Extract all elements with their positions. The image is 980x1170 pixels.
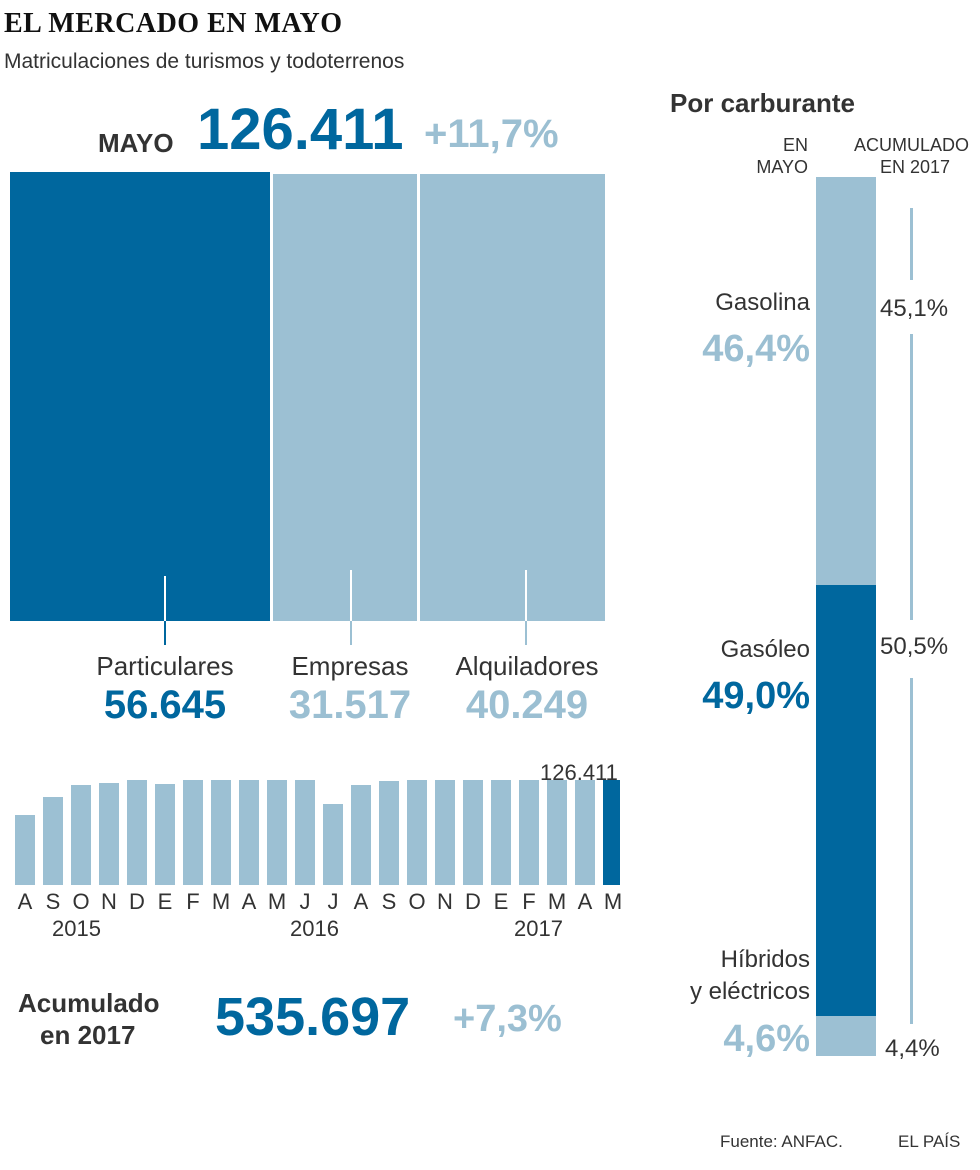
- fuel-hibridos-acc: 4,4%: [885, 1035, 940, 1062]
- may-total: 126.411: [197, 97, 404, 162]
- chart-title: EL MERCADO EN MAYO: [4, 8, 343, 39]
- month-bar: [435, 780, 455, 885]
- month-tick-label: E: [157, 889, 173, 914]
- month-bar: [575, 780, 595, 885]
- month-tick-label: A: [353, 889, 369, 914]
- month-bar: [211, 780, 231, 885]
- month-tick-label: M: [211, 889, 231, 914]
- fuel-hibridos-may: 4,6%: [723, 1018, 810, 1060]
- segment-alquiladores-value: 40.249: [465, 683, 589, 727]
- particulares-tick-outer: [164, 621, 166, 645]
- col-may-header-1: EN: [782, 135, 808, 155]
- fuel-hibridos-label-2: y eléctricos: [689, 978, 810, 1005]
- month-bar: [43, 797, 63, 885]
- month-bar: [603, 780, 620, 885]
- month-tick-label: F: [522, 889, 536, 914]
- month-tick-label: J: [327, 889, 339, 914]
- month-bar: [547, 780, 567, 885]
- fuel-bar-hibridos: [816, 1016, 876, 1056]
- fuel-hibridos-label-1: Híbridos: [720, 946, 810, 973]
- month-tick-label: J: [299, 889, 311, 914]
- month-bar: [351, 785, 371, 885]
- alquiladores-tick-outer: [525, 621, 527, 645]
- month-tick-label: M: [267, 889, 287, 914]
- segment-particulares-value: 56.645: [103, 683, 227, 727]
- month-bar: [183, 780, 203, 885]
- col-may-header-2: MAYO: [756, 157, 808, 177]
- month-bar: [127, 780, 147, 885]
- year-2015-label: 2015: [52, 916, 101, 941]
- segment-alquiladores-bar: [420, 174, 605, 621]
- fuel-gasolina-may: 46,4%: [702, 328, 810, 370]
- may-label: MAYO: [98, 128, 174, 158]
- month-tick-label: S: [45, 889, 61, 914]
- acc-line-3: [910, 678, 913, 1024]
- accum-change: +7,3%: [453, 998, 562, 1040]
- segment-alquiladores-label: Alquiladores: [455, 651, 599, 681]
- month-bar: [267, 780, 287, 885]
- empresas-tick-outer: [350, 621, 352, 645]
- month-tick-label: A: [241, 889, 257, 914]
- footer-brand: EL PAÍS: [898, 1132, 961, 1151]
- segment-empresas-label: Empresas: [291, 651, 409, 681]
- month-tick-label: O: [408, 889, 426, 914]
- month-bar: [71, 785, 91, 885]
- month-bar: [491, 780, 511, 885]
- month-tick-label: O: [72, 889, 90, 914]
- fuel-gasolina-label: Gasolina: [715, 289, 810, 316]
- month-tick-label: M: [603, 889, 623, 914]
- month-bar: [407, 780, 427, 885]
- alquiladores-tick-inner: [525, 570, 527, 621]
- month-tick-label: S: [381, 889, 397, 914]
- month-bar: [323, 804, 343, 885]
- col-acc-header-2: EN 2017: [880, 157, 951, 177]
- month-bar: [463, 780, 483, 885]
- month-tick-label: N: [101, 889, 117, 914]
- col-acc-header-1: ACUMULADO: [854, 135, 970, 155]
- fuel-title: Por carburante: [670, 88, 855, 118]
- month-bar: [155, 784, 175, 885]
- segment-empresas-bar: [273, 174, 417, 621]
- month-tick-label: A: [577, 889, 593, 914]
- footer-source: Fuente: ANFAC.: [720, 1132, 843, 1151]
- month-tick-label: M: [547, 889, 567, 914]
- month-tick-label: F: [186, 889, 200, 914]
- month-bar: [379, 781, 399, 885]
- fuel-bar-gasolina: [816, 177, 876, 585]
- month-bar: [15, 815, 35, 885]
- may-change: +11,7%: [424, 112, 559, 156]
- accum-label-2: en 2017: [40, 1020, 136, 1050]
- month-tick-label: E: [493, 889, 509, 914]
- segment-particulares-label: Particulares: [96, 651, 234, 681]
- fuel-bar-gasoleo: [816, 585, 876, 1016]
- col-acc-header: ACUMULADO EN 2017: [854, 134, 969, 178]
- month-tick-label: N: [437, 889, 453, 914]
- year-2017-label: 2017: [514, 916, 563, 941]
- year-2016-label: 2016: [290, 916, 339, 941]
- acc-line-1: [910, 208, 913, 280]
- fuel-gasoleo-may: 49,0%: [702, 675, 810, 717]
- fuel-gasoleo-acc: 50,5%: [880, 633, 949, 660]
- chart-subtitle: Matriculaciones de turismos y todoterren…: [4, 50, 405, 73]
- empresas-tick-inner: [350, 570, 352, 621]
- month-bar: [519, 780, 539, 885]
- fuel-gasolina-acc: 45,1%: [880, 295, 949, 322]
- month-bar: [295, 780, 315, 885]
- particulares-tick-inner: [164, 576, 166, 621]
- month-tick-label: D: [465, 889, 481, 914]
- month-tick-label: D: [129, 889, 145, 914]
- accum-label-1: Acumulado: [18, 988, 160, 1018]
- accum-total: 535.697: [215, 987, 411, 1047]
- month-tick-label: A: [17, 889, 33, 914]
- segment-particulares-bar: [10, 172, 270, 621]
- month-bar: [99, 783, 119, 885]
- acc-line-2: [910, 334, 913, 620]
- month-bar: [239, 780, 259, 885]
- monthly-bar-chart: [15, 780, 620, 885]
- col-may-header: EN MAYO: [740, 134, 808, 178]
- segment-empresas-value: 31.517: [288, 683, 412, 727]
- fuel-gasoleo-label: Gasóleo: [720, 636, 810, 663]
